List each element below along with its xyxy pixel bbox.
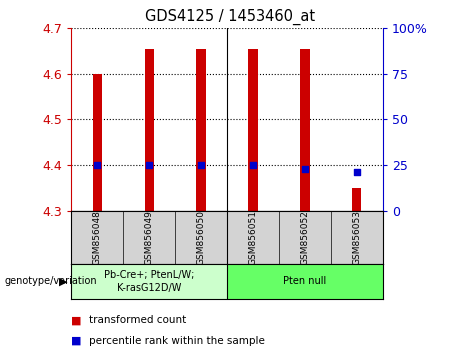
Point — [249, 162, 257, 168]
Text: GSM856049: GSM856049 — [145, 210, 154, 265]
Text: percentile rank within the sample: percentile rank within the sample — [89, 336, 265, 346]
Point — [94, 162, 101, 168]
Text: ■: ■ — [71, 336, 82, 346]
Text: GSM856050: GSM856050 — [196, 210, 206, 265]
Text: ▶: ▶ — [59, 276, 68, 286]
FancyBboxPatch shape — [71, 264, 227, 299]
Bar — [248, 49, 258, 211]
Point — [146, 162, 153, 168]
Bar — [93, 74, 102, 211]
Point — [301, 166, 308, 172]
Text: GSM856048: GSM856048 — [93, 210, 102, 265]
FancyBboxPatch shape — [227, 264, 383, 299]
Bar — [196, 49, 206, 211]
Bar — [352, 188, 361, 211]
Text: GDS4125 / 1453460_at: GDS4125 / 1453460_at — [145, 9, 316, 25]
Text: genotype/variation: genotype/variation — [5, 276, 97, 286]
Text: ■: ■ — [71, 315, 82, 325]
Text: Pten null: Pten null — [283, 276, 326, 286]
Point — [197, 162, 205, 168]
Point — [353, 170, 361, 175]
Bar — [145, 49, 154, 211]
Text: GSM856051: GSM856051 — [248, 210, 258, 265]
Text: transformed count: transformed count — [89, 315, 186, 325]
Text: Pb-Cre+; PtenL/W;
K-rasG12D/W: Pb-Cre+; PtenL/W; K-rasG12D/W — [104, 270, 195, 293]
Text: GSM856053: GSM856053 — [352, 210, 361, 265]
Bar — [300, 49, 309, 211]
Text: GSM856052: GSM856052 — [300, 210, 309, 265]
